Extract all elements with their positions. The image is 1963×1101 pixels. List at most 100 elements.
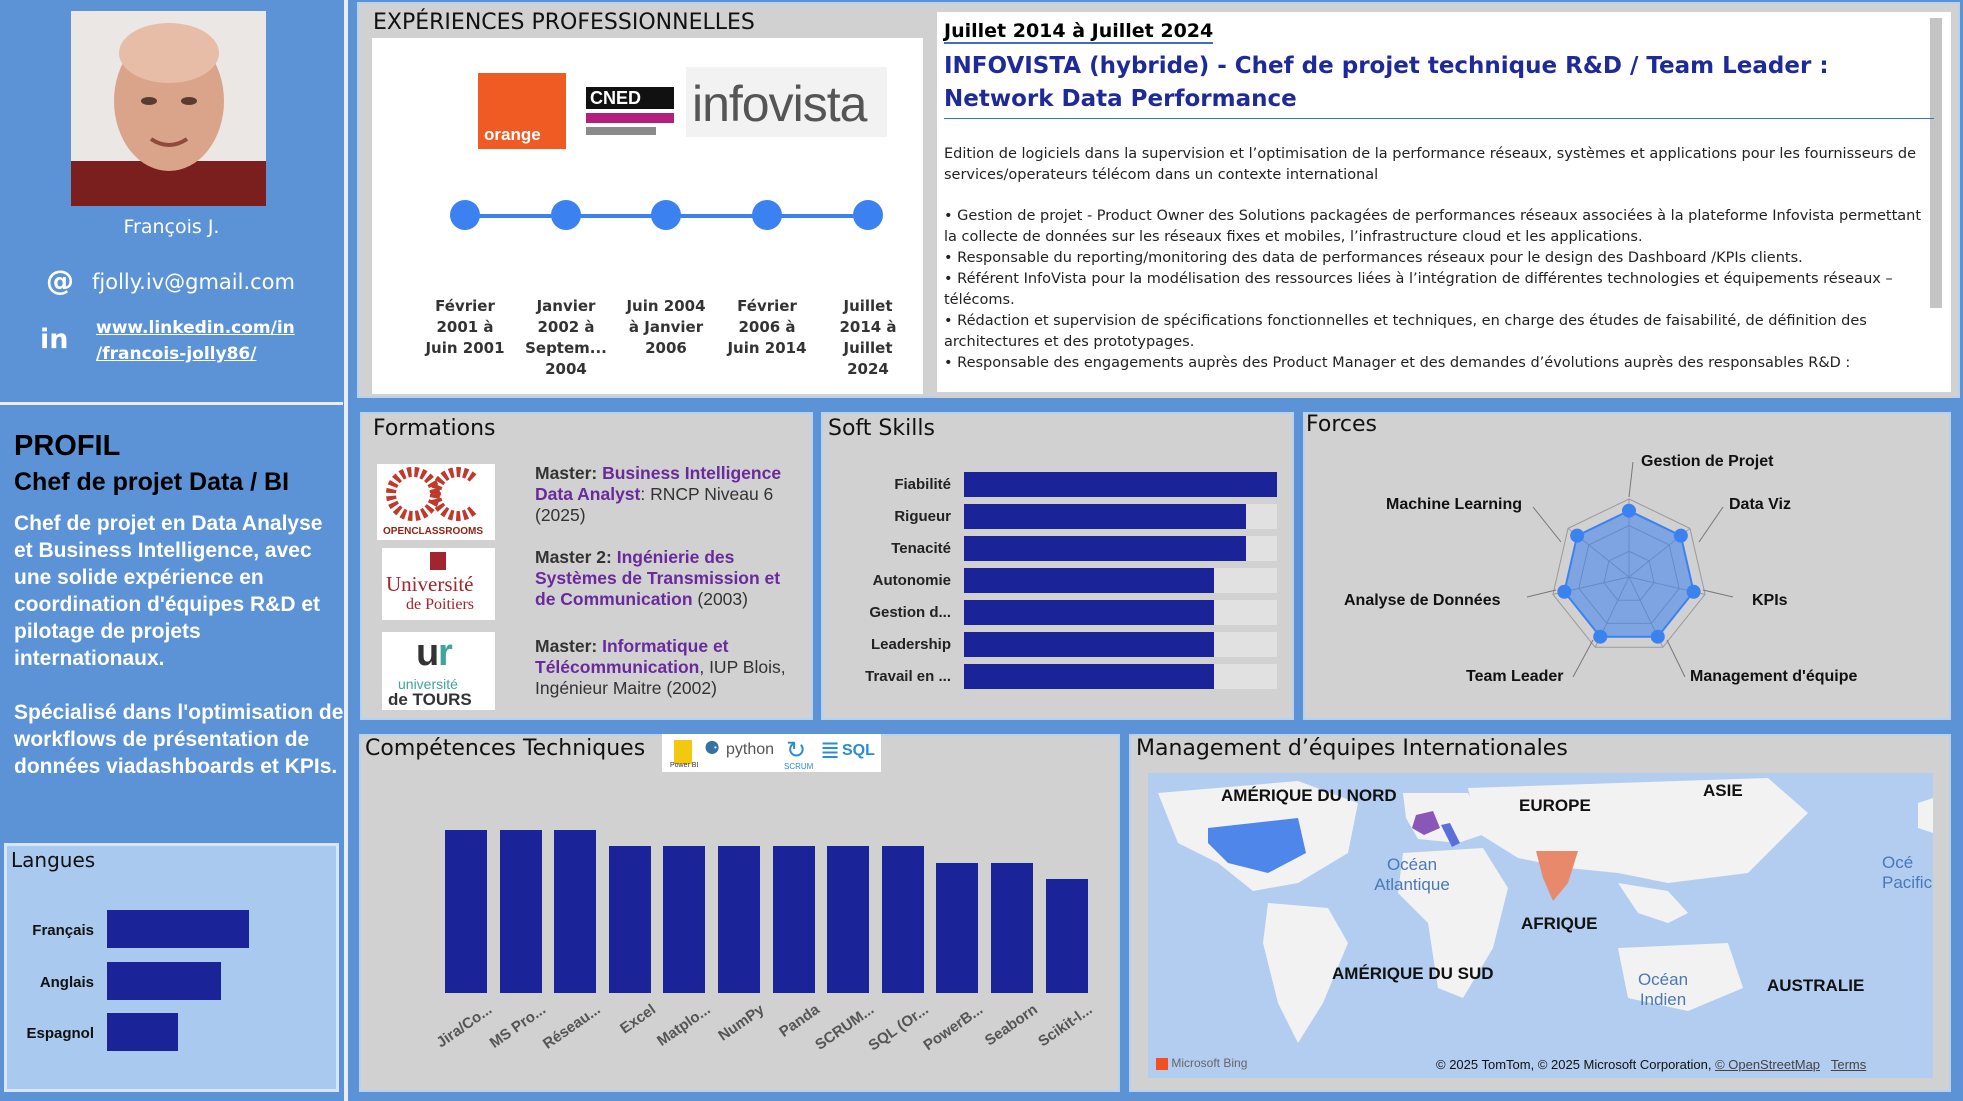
soft-skill-bar[interactable]: [964, 472, 1277, 497]
langues-title: Langues: [11, 848, 96, 872]
at-icon: @: [46, 264, 74, 297]
map-label-indian: Océan Indien: [1637, 970, 1689, 1009]
competence-bar[interactable]: [936, 862, 979, 993]
profil-role: Chef de projet Data / BI: [14, 468, 290, 496]
radar-label-leader: [1702, 589, 1734, 598]
python-label: python: [726, 741, 775, 758]
radar-label-leader: [1698, 506, 1724, 543]
detail-scrollbar[interactable]: [1930, 18, 1942, 308]
competence-bar[interactable]: [554, 830, 597, 993]
soft-skill-bar[interactable]: [964, 600, 1215, 625]
competence-bar[interactable]: [499, 830, 542, 993]
lang-bar-fr[interactable]: [107, 910, 249, 948]
competence-bar[interactable]: [718, 846, 760, 993]
force-label-management: Management d'équipe: [1690, 668, 1858, 685]
lang-bar-en[interactable]: [107, 962, 221, 1000]
orange-logo[interactable]: orange: [478, 73, 566, 149]
email-text[interactable]: fjolly.iv@gmail.com: [92, 270, 295, 294]
detail-description: Edition de logiciels dans la supervision…: [944, 146, 1917, 183]
detail-company-title: INFOVISTA (hybride) - Chef de projet tec…: [944, 50, 1934, 119]
linkedin-icon[interactable]: in: [40, 324, 69, 355]
map-usa[interactable]: [1208, 818, 1306, 873]
map-italy[interactable]: [1441, 823, 1460, 847]
detail-bullet: • Référent InfoVista pour la modélisatio…: [944, 271, 1893, 308]
detail-bullet: • Gestion de projet - Product Owner des …: [944, 208, 1922, 245]
openstreetmap-link[interactable]: © OpenStreetMap: [1715, 1057, 1821, 1072]
timeline-dot-2[interactable]: [551, 200, 581, 230]
soft-skill-bar[interactable]: [964, 568, 1215, 593]
radar-area[interactable]: [1563, 509, 1695, 638]
univ-poitiers-logo-text: Université: [386, 572, 474, 596]
soft-skill-bar[interactable]: [964, 632, 1215, 657]
radar-point[interactable]: [1593, 629, 1608, 644]
map-label-atlantic: Océan Atlantique: [1374, 855, 1450, 894]
timeline-dot-5[interactable]: [853, 200, 883, 230]
radar-point[interactable]: [1650, 629, 1665, 644]
competence-bar[interactable]: [1045, 878, 1088, 993]
map-label-pacific: Océ Pacific: [1882, 853, 1933, 892]
soft-skill-label: Gestion d...: [869, 604, 951, 621]
competence-bar[interactable]: [881, 846, 924, 993]
force-label-team-leader: Team Leader: [1466, 668, 1564, 685]
sidebar-border: [344, 0, 348, 1101]
soft-skill-bar[interactable]: [964, 664, 1215, 689]
competences-title: Compétences Techniques: [365, 736, 646, 761]
detail-bullet: • Responsable des engagements auprès des…: [944, 355, 1851, 371]
cned-logo-text: CNED: [590, 88, 642, 108]
powerbi-icon: [674, 740, 692, 764]
soft-skill-bar[interactable]: [964, 504, 1246, 529]
map-label-africa: AFRIQUE: [1521, 914, 1598, 933]
microsoft-icon: [1156, 1057, 1168, 1070]
soft-skill-label: Leadership: [870, 636, 951, 653]
timeline-period-4: Février 2006 à Juin 2014: [727, 297, 807, 357]
map-label-asia: ASIE: [1703, 781, 1743, 800]
univ-tours-logo[interactable]: u r université de TOURS: [382, 632, 495, 710]
timeline-dot-3[interactable]: [651, 200, 681, 230]
timeline-dot-4[interactable]: [752, 200, 782, 230]
competence-bar[interactable]: [445, 830, 487, 993]
map-france[interactable]: [1412, 811, 1440, 835]
experience-detail-card[interactable]: [937, 12, 1951, 392]
radar-point[interactable]: [1673, 528, 1688, 543]
radar-point[interactable]: [1570, 528, 1585, 543]
linkedin-link-line2[interactable]: /francois-jolly86/: [96, 344, 257, 364]
timeline-dot-1[interactable]: [450, 200, 480, 230]
univ-poitiers-logo[interactable]: Université de Poitiers: [382, 548, 495, 620]
soft-skill-label: Travail en ...: [865, 668, 951, 685]
detail-bullets: • Gestion de projet - Product Owner des …: [944, 206, 1929, 374]
openclassrooms-logo[interactable]: OPENCLASSROOMS: [377, 464, 495, 540]
map-india[interactable]: [1536, 851, 1578, 901]
competence-bar[interactable]: [827, 846, 870, 993]
profil-heading: PROFIL: [14, 430, 121, 462]
radar-point[interactable]: [1557, 584, 1572, 599]
lang-bar-es[interactable]: [107, 1013, 178, 1051]
linkedin-link-line1[interactable]: www.linkedin.com/in: [96, 318, 295, 338]
timeline-period-3: Juin 2004 à Janvier 2006: [626, 297, 706, 357]
infovista-logo[interactable]: infovista: [686, 67, 887, 137]
orange-logo-text: orange: [484, 125, 541, 144]
radar-point[interactable]: [1686, 584, 1701, 599]
terms-link[interactable]: Terms: [1830, 1057, 1867, 1072]
competence-bar[interactable]: [663, 846, 706, 993]
radar-label-leader: [1532, 506, 1562, 543]
infovista-logo-text: infovista: [692, 76, 867, 132]
world-map[interactable]: AMÉRIQUE DU NORD EUROPE ASIE AFRIQUE AMÉ…: [1148, 773, 1933, 1078]
univ-tours-logo-text: université: [398, 676, 458, 692]
competence-bar[interactable]: [608, 846, 651, 993]
experiences-title: EXPÉRIENCES PROFESSIONNELLES: [373, 10, 755, 35]
cned-logo[interactable]: CNED: [582, 73, 682, 147]
tech-logos-strip: Power BI ⚈ python ↻ SCRUM ≣ SQL: [662, 734, 881, 772]
radar-label-leader: [1666, 639, 1686, 678]
world-map-shapes: [1158, 778, 1933, 1043]
detail-bullet: • Rédaction et supervision de spécificat…: [944, 313, 1867, 350]
competence-bar[interactable]: [772, 846, 815, 993]
langues-panel: Langues Français Anglais Espagnol: [4, 843, 339, 1092]
map-attribution: © 2025 TomTom, © 2025 Microsoft Corporat…: [1436, 1057, 1867, 1072]
soft-skill-label: Fiabilité: [894, 476, 951, 493]
competence-bar[interactable]: [991, 862, 1033, 993]
map-label-europe: EUROPE: [1519, 796, 1591, 815]
radar-point[interactable]: [1622, 503, 1636, 518]
map-label-south-america: AMÉRIQUE DU SUD: [1332, 964, 1494, 983]
openclassrooms-logo-text: OPENCLASSROOMS: [383, 526, 484, 537]
soft-skill-bar[interactable]: [964, 536, 1246, 561]
